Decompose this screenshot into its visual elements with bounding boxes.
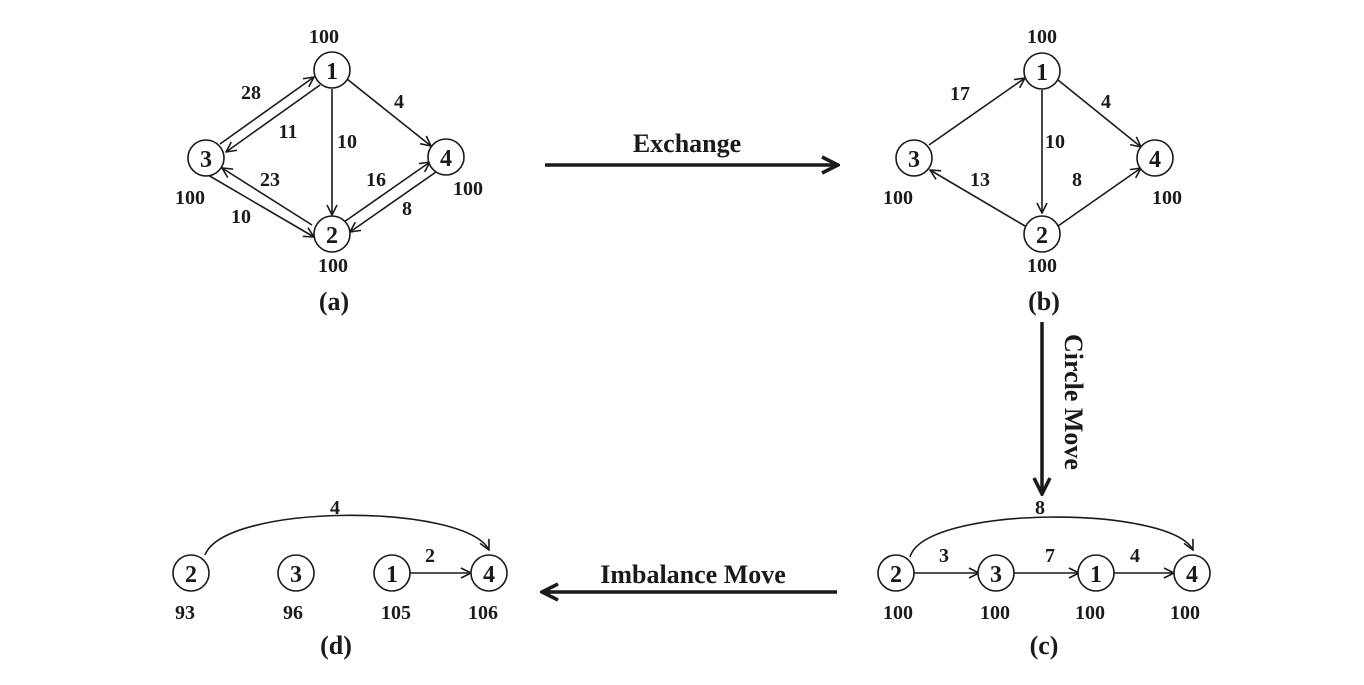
node-c-4 (1173, 554, 1211, 592)
value-b-1: 100 (1027, 26, 1057, 48)
node-d-2 (172, 554, 210, 592)
node-c-1 (1077, 554, 1115, 592)
edge-a-3-2 (207, 174, 314, 237)
value-c-2: 100 (883, 602, 913, 624)
node-c-2 (877, 554, 915, 592)
panel-d: 2 3 1 4 4 2 93 96 105 106 (d) (172, 497, 508, 660)
node-b-3 (895, 139, 933, 177)
node-b-4 (1136, 139, 1174, 177)
node-b-3-label: 3 (908, 147, 920, 173)
transition-exchange: Exchange (545, 129, 838, 165)
value-d-1: 105 (381, 602, 411, 624)
panel-b: 1 3 4 2 100 100 100 100 17 10 4 13 8 (b) (883, 26, 1182, 316)
edge-a-1-4 (346, 78, 431, 146)
caption-a: (a) (319, 287, 349, 316)
caption-b: (b) (1028, 287, 1060, 316)
weight-c-2-3: 3 (939, 545, 949, 567)
weight-c-1-4: 4 (1130, 545, 1140, 567)
value-a-1: 100 (309, 26, 339, 48)
node-a-3 (187, 139, 225, 177)
value-b-2: 100 (1027, 255, 1057, 277)
weight-d-2-4: 4 (330, 497, 340, 519)
caption-d: (d) (320, 631, 352, 660)
weight-b-2-4: 8 (1072, 169, 1082, 191)
node-b-2 (1023, 215, 1061, 253)
node-a-2-label: 2 (326, 223, 338, 249)
edge-b-2-3 (930, 170, 1026, 227)
weight-b-1-4: 4 (1101, 91, 1111, 113)
node-a-3-label: 3 (200, 147, 212, 173)
weight-a-1-3: 11 (279, 121, 298, 143)
edge-a-1-3 (226, 84, 321, 152)
edge-a-3-1 (219, 77, 314, 145)
weight-b-3-1: 17 (950, 83, 970, 105)
weight-a-2-3: 23 (260, 169, 280, 191)
edge-c-2-4-arc (909, 516, 1193, 558)
node-c-2-label: 2 (890, 562, 902, 588)
weight-d-1-4: 2 (425, 545, 435, 567)
edge-b-2-4 (1057, 168, 1141, 227)
edge-a-2-4 (343, 162, 430, 223)
node-a-1 (313, 51, 351, 89)
weight-b-1-2: 10 (1045, 131, 1065, 153)
weight-b-2-3: 13 (970, 169, 990, 191)
node-c-3-label: 3 (990, 562, 1002, 588)
transition-imbalance-move: Imbalance Move (542, 560, 837, 592)
value-b-3: 100 (883, 187, 913, 209)
node-d-4 (470, 554, 508, 592)
weight-a-3-2: 10 (231, 206, 251, 228)
node-b-1-label: 1 (1036, 60, 1048, 86)
weight-a-3-1: 28 (241, 82, 261, 104)
value-a-2: 100 (318, 255, 348, 277)
edge-b-1-4 (1057, 79, 1141, 147)
value-a-3: 100 (175, 187, 205, 209)
node-c-4-label: 4 (1186, 562, 1198, 588)
node-a-4 (427, 138, 465, 176)
circle-move-label: Circle Move (1059, 334, 1088, 470)
value-c-3: 100 (980, 602, 1010, 624)
edge-a-2-3 (222, 168, 313, 226)
weight-c-3-1: 7 (1045, 545, 1055, 567)
node-d-4-label: 4 (483, 562, 495, 588)
node-b-1 (1023, 52, 1061, 90)
node-a-4-label: 4 (440, 146, 452, 172)
weight-c-2-4: 8 (1035, 497, 1045, 519)
node-d-1 (373, 554, 411, 592)
node-b-4-label: 4 (1149, 147, 1161, 173)
node-c-3 (977, 554, 1015, 592)
caption-c: (c) (1030, 631, 1059, 660)
node-a-1-label: 1 (326, 59, 338, 85)
panel-c: 2 3 1 4 8 3 7 4 100 100 100 100 (c) (877, 497, 1211, 660)
node-a-2 (313, 215, 351, 253)
weight-a-2-4: 16 (366, 169, 386, 191)
weight-a-1-4: 4 (394, 91, 404, 113)
imbalance-move-label: Imbalance Move (600, 560, 786, 589)
node-d-1-label: 1 (386, 562, 398, 588)
weight-a-1-2: 10 (337, 131, 357, 153)
transition-circle-move: Circle Move (1042, 322, 1088, 494)
value-d-4: 106 (468, 602, 498, 624)
node-d-3-label: 3 (290, 562, 302, 588)
value-c-1: 100 (1075, 602, 1105, 624)
panel-a: 1 3 4 2 100 100 100 100 28 11 10 4 23 10… (175, 26, 483, 316)
node-d-2-label: 2 (185, 562, 197, 588)
weight-a-4-2: 8 (402, 198, 412, 220)
edge-d-2-4-arc (204, 514, 489, 556)
value-c-4: 100 (1170, 602, 1200, 624)
value-a-4: 100 (453, 178, 483, 200)
value-d-2: 93 (175, 602, 195, 624)
edge-b-3-1 (928, 78, 1025, 146)
edge-a-4-2 (350, 171, 437, 232)
value-b-4: 100 (1152, 187, 1182, 209)
node-d-3 (277, 554, 315, 592)
exchange-label: Exchange (633, 129, 741, 158)
node-c-1-label: 1 (1090, 562, 1102, 588)
node-b-2-label: 2 (1036, 223, 1048, 249)
value-d-3: 96 (283, 602, 303, 624)
